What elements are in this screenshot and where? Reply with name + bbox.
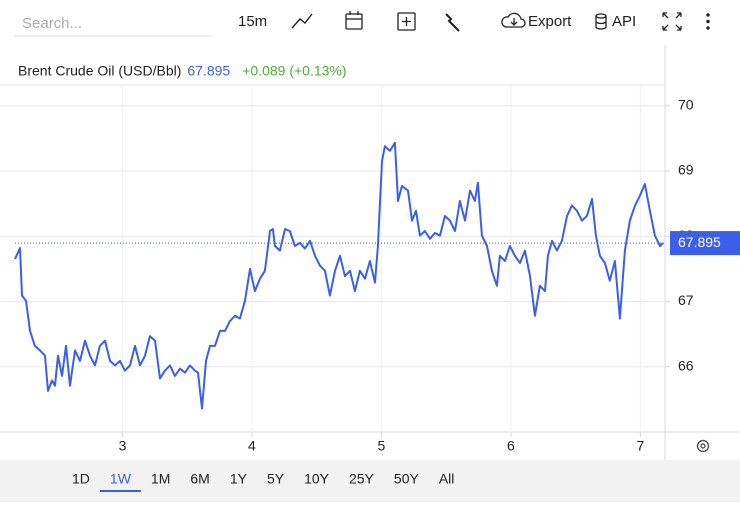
- range-button[interactable]: 10Y: [304, 471, 330, 487]
- tools-icon[interactable]: [445, 13, 460, 32]
- export-icon[interactable]: [501, 12, 526, 28]
- range-button[interactable]: 6M: [190, 471, 209, 487]
- x-tick-label: 4: [248, 438, 256, 454]
- legend: Brent Crude Oil (USD/Bbl) 67.895 +0.089 …: [18, 63, 347, 79]
- more-icon[interactable]: [706, 13, 710, 30]
- range-button[interactable]: 25Y: [349, 471, 375, 487]
- y-tick-label: 67: [678, 292, 694, 308]
- range-button[interactable]: 50Y: [394, 471, 420, 487]
- settings-icon[interactable]: [696, 439, 710, 453]
- x-tick-label: 6: [507, 438, 515, 454]
- range-button[interactable]: 5Y: [267, 471, 285, 487]
- api-icon[interactable]: [595, 13, 607, 30]
- range-button[interactable]: 1D: [72, 471, 90, 487]
- range-bar: [0, 460, 740, 502]
- price-line: [14, 141, 664, 410]
- series-name: Brent Crude Oil (USD/Bbl): [18, 63, 181, 79]
- add-icon[interactable]: [397, 12, 416, 31]
- x-tick-label: 5: [378, 438, 386, 454]
- api-button[interactable]: API: [612, 13, 636, 30]
- range-button[interactable]: 1W: [110, 471, 132, 487]
- last-price-label: 67.895: [678, 234, 721, 250]
- search-placeholder: Search...: [22, 15, 82, 32]
- y-tick-label: 66: [678, 357, 694, 373]
- interval-button[interactable]: 15m: [238, 13, 267, 30]
- fullscreen-icon[interactable]: [662, 12, 682, 31]
- last-price-box: [670, 231, 740, 256]
- legend-change: +0.089 (+0.13%): [242, 63, 346, 79]
- search-box[interactable]: [14, 8, 212, 36]
- range-button[interactable]: All: [439, 471, 455, 487]
- y-tick-label: 70: [678, 96, 694, 112]
- legend-price: 67.895: [187, 63, 230, 79]
- calendar-icon[interactable]: [345, 11, 363, 30]
- y-tick-label: 69: [678, 162, 694, 178]
- export-button[interactable]: Export: [528, 13, 572, 30]
- range-selected-underline: [99, 490, 141, 492]
- x-tick-label: 3: [119, 438, 127, 454]
- x-tick-label: 7: [636, 438, 644, 454]
- line-type-icon[interactable]: [291, 13, 313, 29]
- range-button[interactable]: 1Y: [230, 471, 248, 487]
- range-button[interactable]: 1M: [151, 471, 170, 487]
